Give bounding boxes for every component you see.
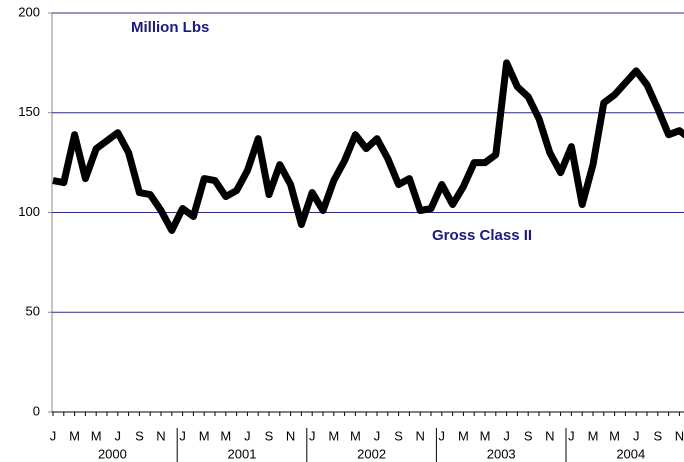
x-tick-label: J bbox=[374, 428, 381, 443]
x-tick-label: J bbox=[244, 428, 251, 443]
data-line bbox=[52, 59, 684, 234]
annotation: Million Lbs bbox=[131, 19, 209, 36]
x-tick-label: J bbox=[309, 428, 316, 443]
x-tick-label: S bbox=[265, 428, 274, 443]
x-group-label: 2001 bbox=[228, 446, 257, 461]
x-tick-label: M bbox=[458, 428, 469, 443]
x-tick-label: N bbox=[156, 428, 165, 443]
x-tick-label: J bbox=[439, 428, 446, 443]
x-group-label: 2004 bbox=[616, 446, 645, 461]
x-tick-label: N bbox=[286, 428, 295, 443]
x-tick-label: J bbox=[568, 428, 575, 443]
x-tick-label: M bbox=[69, 428, 80, 443]
x-tick-label: M bbox=[588, 428, 599, 443]
x-tick-label: N bbox=[675, 428, 684, 443]
x-group-label: 2003 bbox=[487, 446, 516, 461]
y-tick-label: 200 bbox=[18, 4, 40, 19]
x-tick-label: M bbox=[328, 428, 339, 443]
x-tick-label: S bbox=[394, 428, 403, 443]
x-tick-label: J bbox=[179, 428, 186, 443]
x-tick-label: M bbox=[480, 428, 491, 443]
x-tick-label: M bbox=[609, 428, 620, 443]
x-tick-label: J bbox=[633, 428, 640, 443]
x-tick-label: J bbox=[115, 428, 122, 443]
y-tick-label: 0 bbox=[33, 403, 40, 418]
x-group-label: 2002 bbox=[357, 446, 386, 461]
x-tick-label: S bbox=[653, 428, 662, 443]
x-tick-label: M bbox=[91, 428, 102, 443]
y-tick-label: 50 bbox=[26, 304, 40, 319]
x-tick-label: M bbox=[220, 428, 231, 443]
x-tick-label: S bbox=[524, 428, 533, 443]
x-tick-label: J bbox=[503, 428, 510, 443]
x-group-label: 2000 bbox=[98, 446, 127, 461]
line-group bbox=[52, 59, 684, 234]
x-tick-label: S bbox=[135, 428, 144, 443]
annotation: Gross Class II bbox=[432, 227, 532, 244]
x-tick-label: N bbox=[545, 428, 554, 443]
x-tick-label: M bbox=[199, 428, 210, 443]
y-tick-label: 100 bbox=[18, 204, 40, 219]
x-tick-label: M bbox=[350, 428, 361, 443]
y-tick-label: 150 bbox=[18, 104, 40, 119]
x-tick-label: N bbox=[416, 428, 425, 443]
x-tick-label: J bbox=[50, 428, 57, 443]
